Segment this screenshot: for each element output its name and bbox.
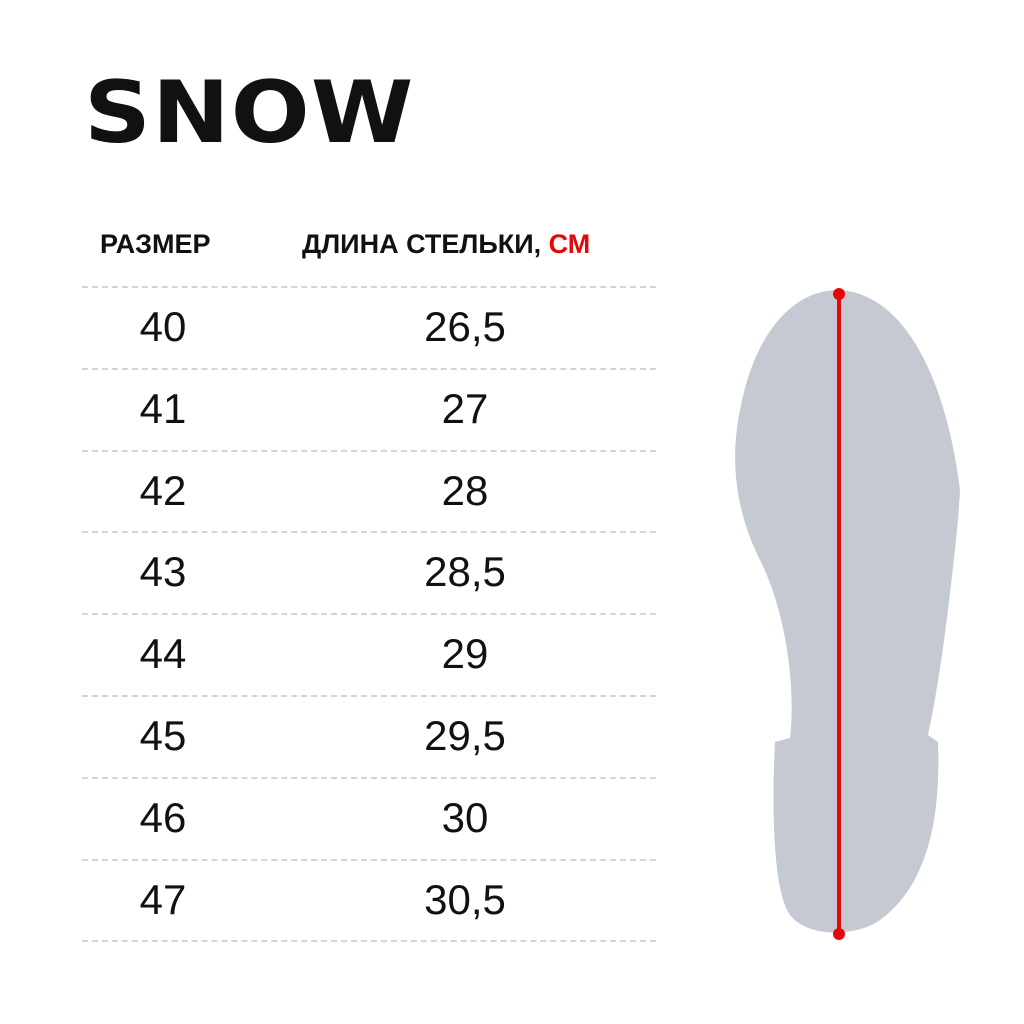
row-divider [82, 613, 656, 616]
length-cell: 28 [441, 466, 489, 514]
size-cell: 45 [139, 712, 187, 759]
row-divider [82, 940, 656, 943]
unit-label: СМ [548, 229, 591, 259]
table-row: 47 30,5 [82, 859, 656, 941]
size-cell: 42 [139, 466, 187, 514]
page-title: SNOW [84, 63, 415, 163]
length-column-header: ДЛИНА СТЕЛЬКИ, СМ [302, 228, 590, 260]
size-column-header: РАЗМЕР [100, 229, 211, 259]
table-row: 43 28,5 [82, 531, 656, 613]
table-row: 44 29 [82, 613, 656, 695]
row-divider [82, 367, 656, 370]
size-cell: 40 [139, 303, 187, 350]
length-cell: 28,5 [424, 548, 506, 596]
row-divider [82, 531, 656, 534]
length-cell: 27 [441, 384, 489, 432]
size-cell: 43 [139, 548, 187, 596]
table-row: 42 28 [82, 450, 656, 532]
row-divider [82, 776, 656, 779]
table-row: 40 26,5 [82, 286, 656, 368]
length-cell: 26,5 [424, 303, 506, 350]
insole-shape [735, 290, 960, 933]
row-divider [82, 449, 656, 452]
table-row: 45 29,5 [82, 695, 656, 777]
row-divider [82, 286, 656, 288]
row-divider [82, 858, 656, 861]
measure-bottom-dot [833, 928, 845, 940]
row-divider [82, 695, 656, 697]
size-cell: 46 [139, 793, 187, 841]
measure-top-dot [833, 288, 845, 300]
table-row: 41 27 [82, 368, 656, 450]
size-cell: 47 [139, 875, 187, 923]
table-row: 46 30 [82, 777, 656, 859]
length-cell: 29,5 [424, 712, 506, 759]
length-cell: 30 [441, 793, 489, 841]
size-cell: 44 [139, 630, 187, 678]
size-cell: 41 [139, 384, 187, 432]
length-cell: 29 [441, 630, 489, 678]
length-header-label: ДЛИНА СТЕЛЬКИ, [302, 229, 549, 259]
length-cell: 30,5 [424, 875, 506, 923]
